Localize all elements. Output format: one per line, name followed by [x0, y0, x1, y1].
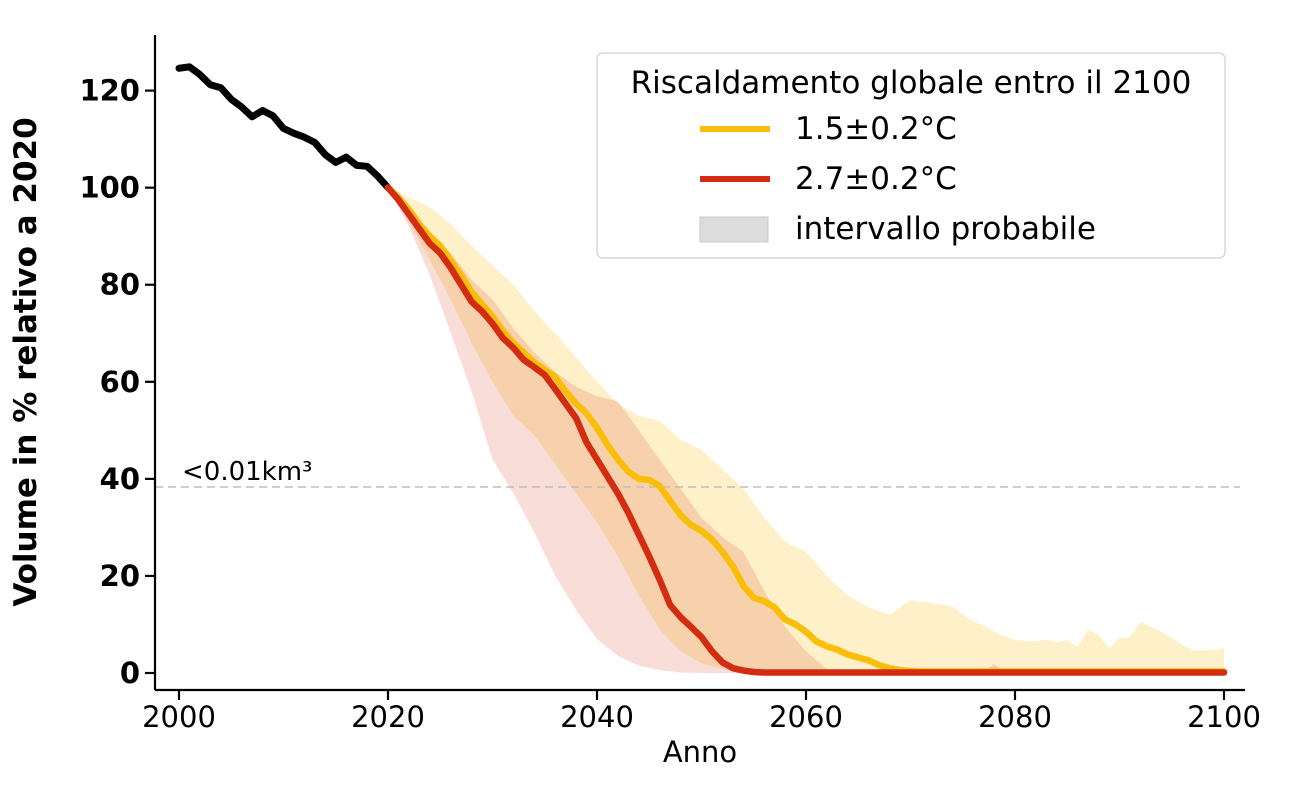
y-tick-label: 80 — [100, 268, 140, 302]
legend-item-2-7c: 2.7±0.2°C — [700, 161, 957, 197]
x-tick-label: 2020 — [351, 700, 425, 734]
x-tick-label: 2060 — [769, 700, 843, 734]
y-tick-label: 120 — [79, 74, 140, 108]
y-tick-label: 40 — [100, 462, 140, 496]
x-axis-ticks: 2000 2020 2040 2060 2080 2100 — [142, 690, 1261, 734]
y-tick-label: 0 — [120, 656, 140, 690]
threshold-label: <0.01km³ — [182, 457, 312, 487]
uncertainty-bands — [388, 187, 1224, 674]
x-tick-label: 2100 — [1187, 700, 1261, 734]
x-tick-label: 2080 — [978, 700, 1052, 734]
band-1 — [388, 187, 1224, 674]
axes: 2000 2020 2040 2060 2080 2100 020406080100120… — [8, 35, 1261, 769]
y-tick-label: 60 — [100, 365, 140, 399]
data-lines — [175, 63, 1228, 676]
threshold-group: <0.01km³ — [155, 457, 1240, 488]
series-line-2-7-0-2-c — [384, 184, 1228, 676]
y-axis-ticks: 0 20 40 60 80 100 120 — [79, 74, 155, 690]
legend-box — [596, 52, 1226, 259]
legend-item-1-5c: 1.5±0.2°C — [700, 111, 957, 147]
legend-item-likely-range: intervallo probabile — [699, 211, 1096, 247]
legend: Riscaldamento globale entro il 2100 1.5±… — [596, 52, 1226, 259]
band-0 — [388, 187, 1224, 674]
x-tick-label: 2000 — [142, 700, 216, 734]
legend-label-1-5c: 1.5±0.2°C — [795, 111, 957, 147]
series-line-storico — [175, 63, 392, 192]
legend-title: Riscaldamento globale entro il 2100 — [631, 65, 1192, 101]
y-tick-label: 100 — [79, 171, 140, 205]
x-axis-label: Anno — [663, 735, 737, 769]
y-tick-label: 20 — [100, 559, 140, 593]
legend-label-2-7c: 2.7±0.2°C — [795, 161, 957, 197]
legend-patch-swatch-likely-range — [699, 216, 769, 243]
x-tick-label: 2040 — [560, 700, 634, 734]
legend-label-likely-range: intervallo probabile — [795, 211, 1096, 247]
y-axis-label: Volume in % relativo a 2020 — [8, 117, 44, 606]
